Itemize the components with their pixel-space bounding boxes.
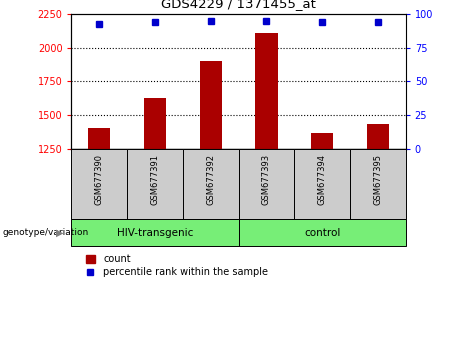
Bar bbox=[200, 61, 222, 149]
Text: control: control bbox=[304, 228, 340, 238]
Text: GSM677393: GSM677393 bbox=[262, 154, 271, 205]
Bar bbox=[183, 149, 239, 219]
Bar bbox=[366, 125, 389, 149]
Text: genotype/variation: genotype/variation bbox=[2, 228, 89, 237]
Text: GSM677390: GSM677390 bbox=[95, 154, 104, 205]
Bar bbox=[239, 149, 294, 219]
Title: GDS4229 / 1371455_at: GDS4229 / 1371455_at bbox=[161, 0, 316, 10]
Bar bbox=[311, 132, 333, 149]
Text: GSM677394: GSM677394 bbox=[318, 154, 327, 205]
Bar bbox=[144, 98, 166, 149]
Bar bbox=[71, 219, 239, 246]
Bar bbox=[127, 149, 183, 219]
Bar bbox=[294, 149, 350, 219]
Text: GSM677392: GSM677392 bbox=[206, 154, 215, 205]
Text: ▶: ▶ bbox=[56, 228, 64, 238]
Text: GSM677395: GSM677395 bbox=[373, 154, 382, 205]
Text: HIV-transgenic: HIV-transgenic bbox=[117, 228, 193, 238]
Text: GSM677391: GSM677391 bbox=[150, 154, 160, 205]
Bar bbox=[350, 149, 406, 219]
Legend: count, percentile rank within the sample: count, percentile rank within the sample bbox=[86, 255, 268, 277]
Bar bbox=[255, 33, 278, 149]
Bar bbox=[239, 219, 406, 246]
Bar bbox=[88, 128, 111, 149]
Bar bbox=[71, 149, 127, 219]
